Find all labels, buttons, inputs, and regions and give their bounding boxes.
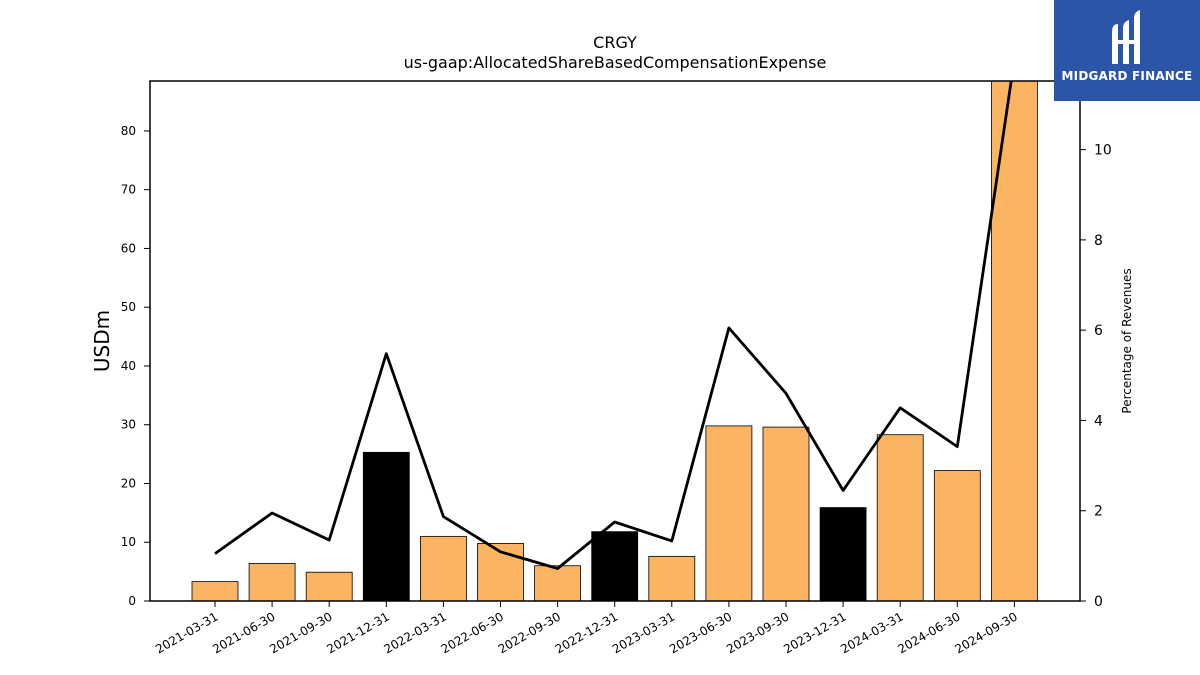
x-tick-label-2022-03-31: 2022-03-31 xyxy=(381,609,448,656)
revenue-pct-line xyxy=(214,81,1013,570)
bar-2021-06-30 xyxy=(248,562,296,602)
y-tick-label-left-70: 70 xyxy=(121,183,136,197)
x-tick-label-2024-03-31: 2024-03-31 xyxy=(838,609,905,656)
y-tick-label-left-10: 10 xyxy=(121,535,136,549)
y-axis-label-left: USDm xyxy=(90,310,114,372)
bar-2024-03-31 xyxy=(876,434,924,602)
y-tick-label-right-4: 4 xyxy=(1094,413,1103,429)
y-tick-label-right-0: 0 xyxy=(1094,594,1103,610)
y-tick-label-left-40: 40 xyxy=(121,359,136,373)
x-tick-label-2023-03-31: 2023-03-31 xyxy=(610,609,677,656)
bar-2022-12-31 xyxy=(591,531,639,602)
y-tick-label-left-60: 60 xyxy=(121,241,136,255)
x-tick-label-2022-12-31: 2022-12-31 xyxy=(553,609,620,656)
y-tick-label-left-30: 30 xyxy=(121,418,136,432)
bar-2022-09-30 xyxy=(534,565,581,602)
x-tick-label-2023-09-30: 2023-09-30 xyxy=(724,609,791,656)
bar-2023-12-31 xyxy=(819,507,867,602)
brand-logo: MIDGARD FINANCE xyxy=(1054,0,1200,101)
x-tick-label-2023-06-30: 2023-06-30 xyxy=(667,609,734,656)
y-tick-label-left-80: 80 xyxy=(121,124,136,138)
x-tick-label-2022-06-30: 2022-06-30 xyxy=(439,609,506,656)
x-axis: 2021-03-312021-06-302021-09-302021-12-31… xyxy=(153,601,1020,656)
y-tick-label-left-50: 50 xyxy=(121,300,136,314)
line-series xyxy=(214,81,1013,570)
bar-2023-06-30 xyxy=(705,425,753,602)
y-axis-left: 0 10 20 30 40 50 60 70 80 xyxy=(121,124,150,608)
y-tick-label-right-8: 8 xyxy=(1094,233,1103,249)
y-tick-label-left-0: 0 xyxy=(128,594,136,608)
x-tick-label-2021-12-31: 2021-12-31 xyxy=(324,609,391,656)
bar-2021-12-31 xyxy=(362,451,410,602)
x-tick-label-2024-09-30: 2024-09-30 xyxy=(952,609,1019,656)
x-tick-label-2024-06-30: 2024-06-30 xyxy=(895,609,962,656)
bar-series xyxy=(191,80,1038,602)
y-tick-label-right-2: 2 xyxy=(1094,504,1103,520)
bar-2021-09-30 xyxy=(305,571,353,602)
y-tick-label-right-6: 6 xyxy=(1094,323,1103,339)
bar-2022-03-31 xyxy=(419,535,467,602)
midgard-logo-icon xyxy=(1112,10,1140,64)
x-tick-label-2021-06-30: 2021-06-30 xyxy=(210,609,277,656)
bar-2023-09-30 xyxy=(762,426,810,602)
y-axis-right: 0 2 4 6 8 10 xyxy=(1080,143,1112,610)
bar-2021-03-31 xyxy=(191,581,239,602)
y-tick-label-left-20: 20 xyxy=(121,476,136,490)
y-tick-label-right-10: 10 xyxy=(1094,143,1112,159)
chart-subtitle: us-gaap:AllocatedShareBasedCompensationE… xyxy=(404,53,827,72)
chart-title: CRGY xyxy=(593,33,637,52)
bar-2024-06-30 xyxy=(933,470,981,602)
bar-2023-03-31 xyxy=(648,555,696,602)
x-tick-label-2022-09-30: 2022-09-30 xyxy=(496,609,563,656)
x-tick-label-2021-09-30: 2021-09-30 xyxy=(267,609,334,656)
x-tick-label-2021-03-31: 2021-03-31 xyxy=(153,609,220,656)
x-tick-label-2023-12-31: 2023-12-31 xyxy=(781,609,848,656)
y-axis-label-right: Percentage of Revenues xyxy=(1120,268,1134,413)
brand-name: MIDGARD FINANCE xyxy=(1061,69,1193,83)
